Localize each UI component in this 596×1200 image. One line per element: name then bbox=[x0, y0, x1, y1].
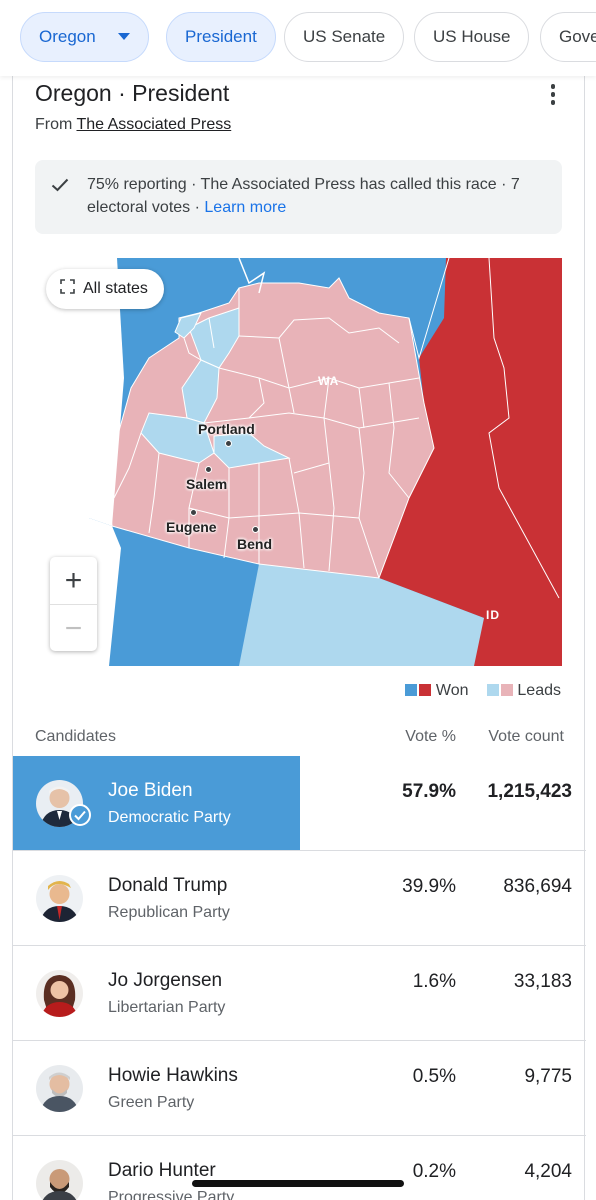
legend-swatch-dem-won bbox=[405, 683, 418, 696]
city-label-eugene: Eugene bbox=[166, 519, 217, 535]
check-icon bbox=[51, 178, 69, 192]
chip-us-house[interactable]: US House bbox=[414, 12, 530, 62]
city-dot-portland bbox=[225, 440, 232, 447]
candidate-name: Joe Biden bbox=[108, 780, 193, 801]
vote-pct: 39.9% bbox=[402, 876, 456, 897]
vote-count: 836,694 bbox=[503, 876, 572, 897]
home-indicator[interactable] bbox=[192, 1180, 404, 1187]
candidate-party: Democratic Party bbox=[108, 809, 231, 826]
legend-won-label: Won bbox=[435, 682, 469, 699]
candidate-row[interactable]: Howie Hawkins Green Party 0.5% 9,775 bbox=[13, 1041, 586, 1136]
zoom-out-button[interactable]: − bbox=[50, 604, 97, 651]
learn-more-link[interactable]: Learn more bbox=[204, 199, 287, 216]
state-label-id: ID bbox=[486, 608, 500, 622]
legend-swatch-dem-leads bbox=[486, 683, 499, 696]
vote-pct: 0.2% bbox=[412, 1161, 456, 1182]
candidate-name: Donald Trump bbox=[108, 875, 228, 896]
chip-us-senate[interactable]: US Senate bbox=[284, 12, 405, 62]
city-label-bend: Bend bbox=[237, 536, 272, 552]
header-candidates: Candidates bbox=[35, 728, 116, 745]
chip-label: President bbox=[185, 27, 257, 46]
source-line: From The Associated Press bbox=[35, 116, 231, 134]
candidate-party: Progressive Party bbox=[108, 1189, 235, 1200]
oregon-county-map bbox=[89, 258, 562, 666]
state-label-wa: WA bbox=[318, 374, 340, 388]
header-vote-count: Vote count bbox=[488, 728, 564, 745]
chip-president[interactable]: President bbox=[166, 12, 276, 62]
candidate-name: Dario Hunter bbox=[108, 1160, 216, 1181]
chip-label: Gove bbox=[559, 27, 596, 46]
legend-leads-label: Leads bbox=[517, 682, 561, 699]
candidate-row[interactable]: Jo Jorgensen Libertarian Party 1.6% 33,1… bbox=[13, 946, 586, 1041]
source-prefix: From bbox=[35, 116, 73, 133]
zoom-in-button[interactable]: + bbox=[64, 564, 83, 597]
vote-count: 33,183 bbox=[513, 971, 572, 992]
candidate-party: Republican Party bbox=[108, 904, 230, 921]
fullscreen-expand-icon bbox=[60, 279, 75, 295]
avatar bbox=[36, 1160, 83, 1200]
candidate-row[interactable]: Dario Hunter Progressive Party 0.2% 4,20… bbox=[13, 1136, 586, 1200]
all-states-button[interactable]: All states bbox=[46, 269, 164, 309]
chip-label: Oregon bbox=[39, 27, 96, 46]
avatar bbox=[36, 970, 83, 1017]
candidate-name: Jo Jorgensen bbox=[108, 970, 223, 991]
vote-pct: 1.6% bbox=[412, 971, 456, 992]
legend-swatch-rep-won bbox=[419, 683, 432, 696]
city-label-salem: Salem bbox=[186, 476, 228, 492]
candidate-row[interactable]: Joe Biden Democratic Party 57.9% 1,215,4… bbox=[13, 756, 586, 851]
city-dot-bend bbox=[252, 526, 259, 533]
status-text: 75% reporting · The Associated Press has… bbox=[87, 176, 520, 216]
map-legend: Won Leads bbox=[405, 682, 561, 700]
more-vert-icon[interactable] bbox=[542, 84, 564, 108]
map-zoom-controls: + − bbox=[50, 557, 97, 651]
winner-check-icon bbox=[69, 804, 91, 826]
candidates-table-header: Candidates Vote % Vote count bbox=[13, 728, 586, 754]
race-status-notice: 75% reporting · The Associated Press has… bbox=[35, 160, 562, 234]
state-dropdown-chip[interactable]: Oregon bbox=[20, 12, 149, 62]
vote-count: 1,215,423 bbox=[487, 781, 572, 802]
election-results-card: Oregon · President From The Associated P… bbox=[12, 76, 586, 1200]
chip-label: US Senate bbox=[303, 27, 386, 46]
chip-label: US House bbox=[433, 27, 511, 46]
avatar bbox=[36, 1065, 83, 1112]
city-dot-salem bbox=[205, 466, 212, 473]
city-label-portland: Portland bbox=[198, 421, 255, 437]
legend-swatch-rep-leads bbox=[500, 683, 513, 696]
results-map[interactable]: WA ID Portland Salem Eugene Bend bbox=[89, 258, 562, 666]
vote-pct: 57.9% bbox=[402, 781, 456, 802]
candidate-party: Libertarian Party bbox=[108, 999, 226, 1016]
avatar bbox=[36, 875, 83, 922]
candidate-row[interactable]: Donald Trump Republican Party 39.9% 836,… bbox=[13, 851, 586, 946]
all-states-label: All states bbox=[83, 280, 148, 297]
candidate-name: Howie Hawkins bbox=[108, 1065, 238, 1086]
card-title: Oregon · President bbox=[35, 80, 230, 106]
header-vote-pct: Vote % bbox=[405, 728, 456, 745]
source-link[interactable]: The Associated Press bbox=[76, 116, 232, 133]
city-dot-eugene bbox=[190, 509, 197, 516]
vote-count: 9,775 bbox=[524, 1066, 572, 1087]
chip-governor[interactable]: Gove bbox=[540, 12, 596, 62]
vote-count: 4,204 bbox=[524, 1161, 572, 1182]
chevron-down-icon bbox=[117, 33, 130, 41]
vote-pct: 0.5% bbox=[412, 1066, 456, 1087]
race-chip-bar: Oregon President US Senate US House Gove bbox=[0, 0, 596, 76]
status-text-block: 75% reporting · The Associated Press has… bbox=[87, 173, 547, 219]
candidate-party: Green Party bbox=[108, 1094, 195, 1111]
